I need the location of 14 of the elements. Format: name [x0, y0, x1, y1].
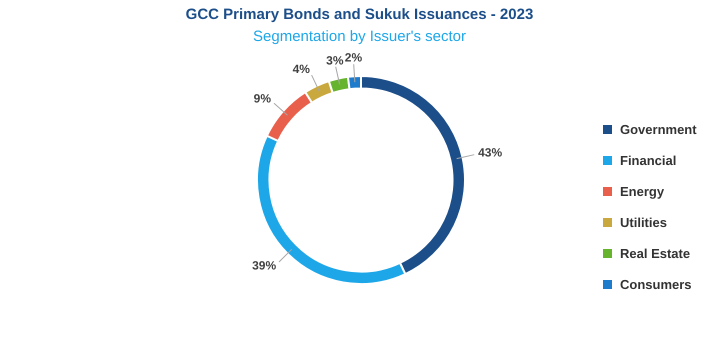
chart-title: GCC Primary Bonds and Sukuk Issuances - 2023 — [184, 6, 534, 23]
data-label: 43% — [478, 146, 502, 160]
data-label: 4% — [292, 62, 310, 76]
legend-label: Government — [620, 122, 697, 137]
data-label: 9% — [254, 92, 272, 106]
legend-label: Consumers — [620, 277, 692, 292]
legend-label: Energy — [620, 184, 664, 199]
data-label: 39% — [252, 258, 276, 273]
legend-label: Real Estate — [620, 246, 690, 261]
chart-subtitle: Segmentation by Issuer's sector — [252, 28, 467, 45]
data-label: 3% — [326, 53, 344, 68]
legend-label: Financial — [620, 153, 676, 168]
legend-label: Utilities — [620, 215, 667, 230]
data-label: 2% — [344, 50, 362, 65]
